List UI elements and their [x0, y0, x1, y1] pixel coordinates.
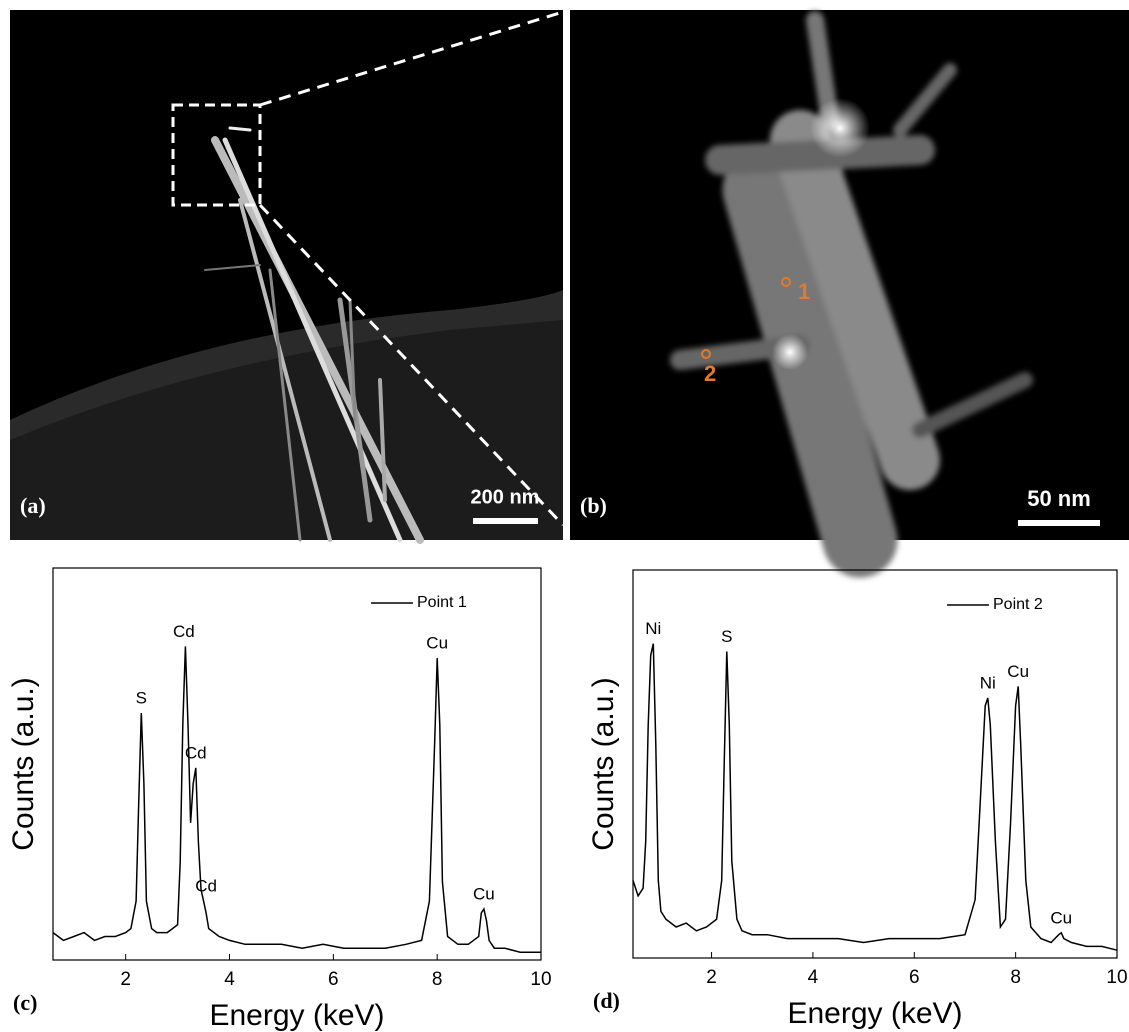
scale-bar-label: 200 nm [471, 486, 540, 508]
peak-label: S [721, 627, 732, 646]
peak-label: Ni [645, 619, 661, 638]
x-tick-label: 10 [1106, 967, 1127, 988]
x-tick-label: 8 [1010, 967, 1021, 988]
peak-label: Cu [426, 634, 448, 653]
x-tick-label: 8 [432, 969, 443, 990]
spectrum-line [52, 646, 541, 953]
peak-label: Cd [173, 622, 195, 641]
peak-label: Cu [1007, 662, 1029, 681]
y-axis-label: Counts (a.u.) [7, 677, 40, 850]
plot-frame [52, 567, 542, 961]
x-tick-label: 2 [706, 967, 717, 988]
x-axis-label: Energy (keV) [209, 999, 384, 1032]
peak-label: Cd [195, 877, 217, 896]
x-tick-label: 4 [808, 967, 819, 988]
point-label: 1 [798, 279, 810, 304]
panel-label: (d) [593, 988, 620, 1013]
legend-label: Point 1 [417, 594, 467, 611]
image-label: (b) [580, 493, 607, 518]
y-axis-label: Counts (a.u.) [587, 677, 620, 850]
image-a [10, 10, 565, 544]
x-tick-label: 10 [530, 969, 551, 990]
x-axis-label: Energy (keV) [787, 997, 962, 1030]
x-tick-label: 2 [120, 969, 131, 990]
scale-bar-label: 50 nm [1027, 486, 1091, 511]
point-label: 2 [704, 361, 716, 386]
x-tick-label: 6 [328, 969, 339, 990]
peak-label: S [136, 689, 147, 708]
x-tick-label: 4 [224, 969, 235, 990]
peak-label: Cu [473, 885, 495, 904]
plot-frame [632, 569, 1118, 959]
peak-label: Ni [980, 674, 996, 693]
legend-label: Point 2 [993, 596, 1043, 613]
image-b [570, 10, 1129, 578]
peak-label: Cd [185, 743, 207, 762]
panel-label: (c) [13, 990, 37, 1015]
x-tick-label: 6 [909, 967, 920, 988]
peak-label: Cu [1050, 908, 1072, 927]
image-label: (a) [20, 493, 46, 518]
spectrum-line [632, 643, 1118, 951]
